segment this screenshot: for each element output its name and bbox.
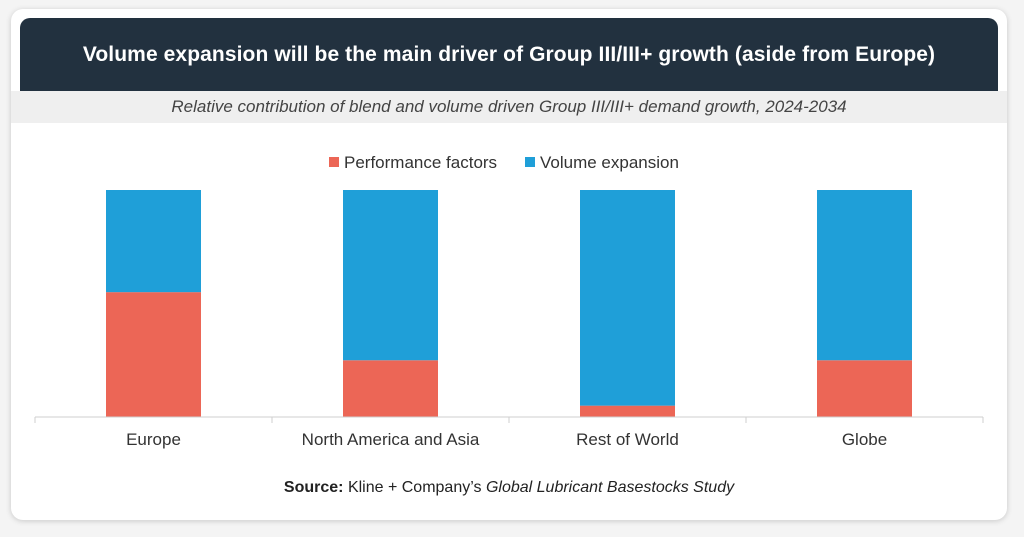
chart-card: Volume expansion will be the main driver…	[11, 9, 1007, 520]
source-note: Source: Kline + Company’s Global Lubrica…	[11, 479, 1007, 497]
legend-swatch-1	[329, 157, 339, 167]
bar-volume-1	[106, 190, 201, 293]
bar-volume-3	[580, 190, 675, 406]
x-tick-label-4: Globe	[842, 430, 887, 449]
chart-title: Volume expansion will be the main driver…	[82, 42, 936, 66]
source-study-title: Global Lubricant Basestocks Study	[485, 479, 735, 496]
source-text: Kline + Company’s	[347, 479, 482, 496]
legend-label-2: Volume expansion	[540, 153, 679, 172]
bar-performance-1	[106, 292, 201, 417]
source-label: Source:	[283, 479, 344, 496]
chart-subtitle: Relative contribution of blend and volum…	[171, 97, 847, 116]
bar-performance-4	[817, 360, 912, 417]
x-tick-label-1: Europe	[126, 430, 181, 449]
title-bar: Volume expansion will be the main driver…	[20, 18, 998, 91]
subtitle-bar: Relative contribution of blend and volum…	[11, 91, 1007, 123]
bar-volume-2	[343, 190, 438, 361]
bar-performance-3	[580, 405, 675, 417]
bar-performance-2	[343, 360, 438, 417]
legend-label-1: Performance factors	[344, 153, 497, 172]
x-tick-label-2: North America and Asia	[302, 430, 480, 449]
x-tick-label-3: Rest of World	[576, 430, 679, 449]
bar-volume-4	[817, 190, 912, 361]
stacked-bar-chart: Performance factors Volume expansion Europ…	[34, 153, 984, 449]
legend-swatch-2	[525, 157, 535, 167]
